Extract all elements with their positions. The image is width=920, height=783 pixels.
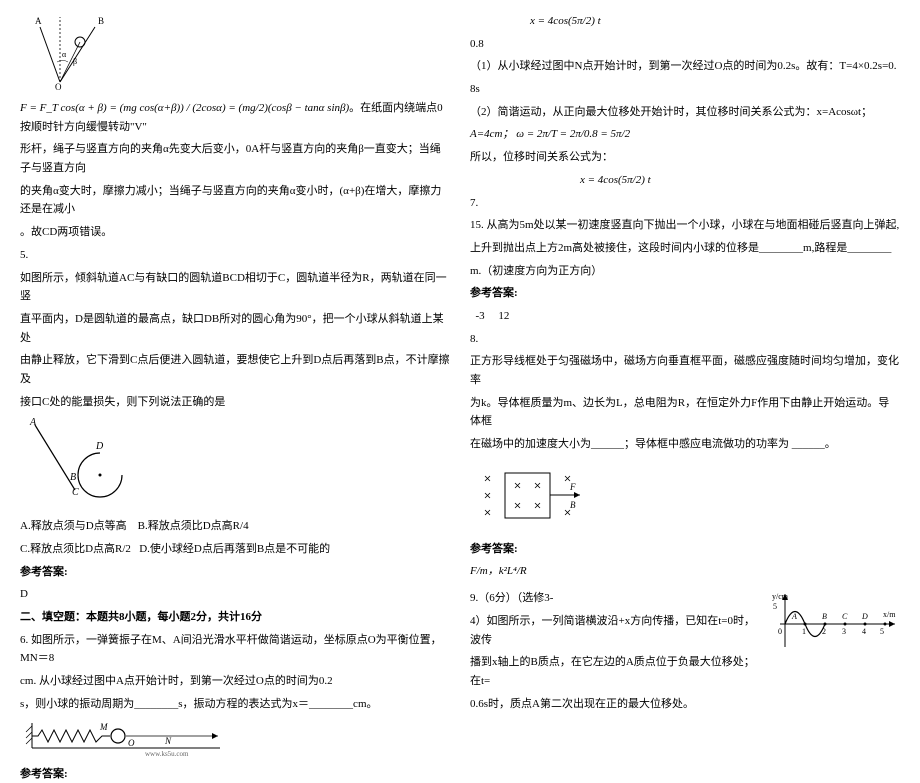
para-1b: 形杆，绳子与竖直方向的夹角α先变大后变小，0A杆与竖直方向的夹角β一直变大；当绳…: [20, 140, 450, 177]
answer-label-15: 参考答案:: [470, 284, 900, 303]
svg-text:A: A: [29, 417, 37, 428]
svg-text:0: 0: [778, 627, 782, 636]
eq-mid: A=4cm； ω = 2π/T = 2π/0.8 = 5π/2: [470, 125, 900, 144]
svg-text:O: O: [128, 738, 135, 748]
q7-number: 7.: [470, 194, 900, 213]
para-1d: 。故CD两项错误。: [20, 223, 450, 242]
svg-text:N: N: [164, 736, 172, 746]
q5-line-a: 如图所示，倾斜轨道AC与有缺口的圆轨道BCD相切于C，圆轨道半径为R，两轨道在同…: [20, 269, 450, 306]
answer-label-5: 参考答案:: [20, 563, 450, 582]
q8-line-c: 在磁场中的加速度大小为______；导体框中感应电流做功的功率为 ______。: [470, 435, 900, 454]
r-line-1: （1）从小球经过图中N点开始计时，到第一次经过O点的时间为0.2s。故有：T=4…: [470, 57, 900, 76]
figure-4-square-loop: F B: [470, 458, 900, 536]
eq-mid-2: x = 4cos(5π/2) t: [580, 171, 900, 190]
r-line-2: （2）简谐运动，从正向最大位移处开始计时，其位移时间关系公式为：x=Acosωt…: [470, 103, 900, 122]
eq-top-right: x = 4cos(5π/2) t: [530, 12, 900, 31]
q6-line-a: 6. 如图所示，一弹簧振子在M、A间沿光滑水平杆做简谐运动，坐标原点O为平衡位置…: [20, 631, 450, 668]
svg-text:4: 4: [862, 627, 866, 636]
answer-8: F/m，k²L⁴/R: [470, 562, 900, 581]
svg-text:F: F: [569, 482, 576, 492]
q5-line-d: 接口C处的能量损失，则下列说法正确的是: [20, 393, 450, 412]
figure-3-spring: M O N www.ks5u.com: [20, 718, 450, 761]
q5-line-c: 由静止释放，它下滑到C点后便进入圆轨道，要想使它上升到D点后再落到B点，不计摩擦…: [20, 351, 450, 388]
q8-line-b: 为k。导体框质量为m、边长为L，总电阻为R，在恒定外力F作用下由静止开始运动。导…: [470, 394, 900, 431]
q5-line-b: 直平面内，D是圆轨道的最高点，缺口DB所对的圆心角为90°，把一个小球从斜轨道上…: [20, 310, 450, 347]
svg-text:B: B: [570, 500, 576, 510]
svg-text:y/cm: y/cm: [772, 592, 789, 601]
p-0-8: 0.8: [470, 35, 900, 54]
q9-line-b: 播到x轴上的B质点，在它左边的A质点位于负最大位移处；在t=: [470, 653, 764, 690]
answer-label-6: 参考答案:: [20, 765, 450, 783]
section-2-heading: 二、填空题：本题共8小题，每小题2分，共计16分: [20, 608, 450, 627]
q5-number: 5.: [20, 246, 450, 265]
q9-line-0: 9.（6分）（选修3-: [470, 589, 764, 608]
answer-5: D: [20, 585, 450, 604]
svg-text:3: 3: [842, 627, 846, 636]
r-line-1b: 8s: [470, 80, 900, 99]
q6-line-b: cm. 从小球经过图中A点开始计时，到第一次经过O点的时间为0.2: [20, 672, 450, 691]
q15-line-a: 15. 从高为5m处以某一初速度竖直向下抛出一个小球，小球在与地面相碰后竖直向上…: [470, 216, 900, 235]
svg-text:D: D: [861, 612, 868, 621]
q8-number: 8.: [470, 330, 900, 349]
option-row-ab: A.释放点须与D点等高 B.释放点须比D点高R/4: [20, 517, 450, 536]
svg-text:C: C: [72, 487, 79, 498]
svg-text:D: D: [95, 441, 104, 452]
q15-line-c: m.（初速度方向为正方向）: [470, 262, 900, 281]
figure-2-track: A D B C: [20, 415, 450, 513]
r-line-3: 所以，位移时间关系公式为：: [470, 148, 900, 167]
svg-text:5: 5: [773, 602, 777, 611]
svg-text:α: α: [62, 50, 67, 59]
svg-text:B: B: [70, 472, 76, 483]
svg-text:2: 2: [822, 627, 826, 636]
svg-text:A: A: [791, 612, 797, 621]
figure-1-v-rod: A B O α β: [20, 12, 450, 95]
para-1c: 的夹角α变大时，摩擦力减小；当绳子与竖直方向的夹角α变小时，(α+β)在增大，摩…: [20, 182, 450, 219]
option-row-cd: C.释放点须比D点高R/2 D.使小球经D点后再落到B点是不可能的: [20, 540, 450, 559]
svg-text:β: β: [73, 57, 77, 66]
svg-text:1: 1: [802, 627, 806, 636]
svg-text:O: O: [55, 82, 62, 92]
figure-5-wave: y/cm 5 A B C D 1 2 3 4 5 x/m 0: [770, 589, 900, 657]
q9-line-c: 0.6s时，质点A第二次出现在正的最大位移处。: [470, 695, 764, 714]
equation-1: F = F_T cos(α + β) = (mg cos(α+β)) / (2c…: [20, 99, 450, 136]
q8-line-a: 正方形导线框处于匀强磁场中，磁场方向垂直框平面，磁感应强度随时间均匀增加，变化率: [470, 352, 900, 389]
svg-text:B: B: [822, 612, 827, 621]
answer-label-8: 参考答案:: [470, 540, 900, 559]
svg-text:B: B: [98, 16, 104, 26]
svg-text:A: A: [35, 16, 42, 26]
svg-text:www.ks5u.com: www.ks5u.com: [145, 750, 189, 758]
svg-text:C: C: [842, 612, 848, 621]
svg-text:x/m: x/m: [883, 610, 896, 619]
svg-text:M: M: [99, 722, 108, 732]
q15-line-b: 上升到抛出点上方2m高处被接住，这段时间内小球的位移是________m,路程是…: [470, 239, 900, 258]
q9-line-a: 4）如图所示，一列简谐横波沿+x方向传播，已知在t=0时，波传: [470, 612, 764, 649]
q6-line-c: s，则小球的振动周期为________s，振动方程的表达式为x＝________…: [20, 695, 450, 714]
svg-text:5: 5: [880, 627, 884, 636]
answer-15: -3 12: [470, 307, 900, 326]
